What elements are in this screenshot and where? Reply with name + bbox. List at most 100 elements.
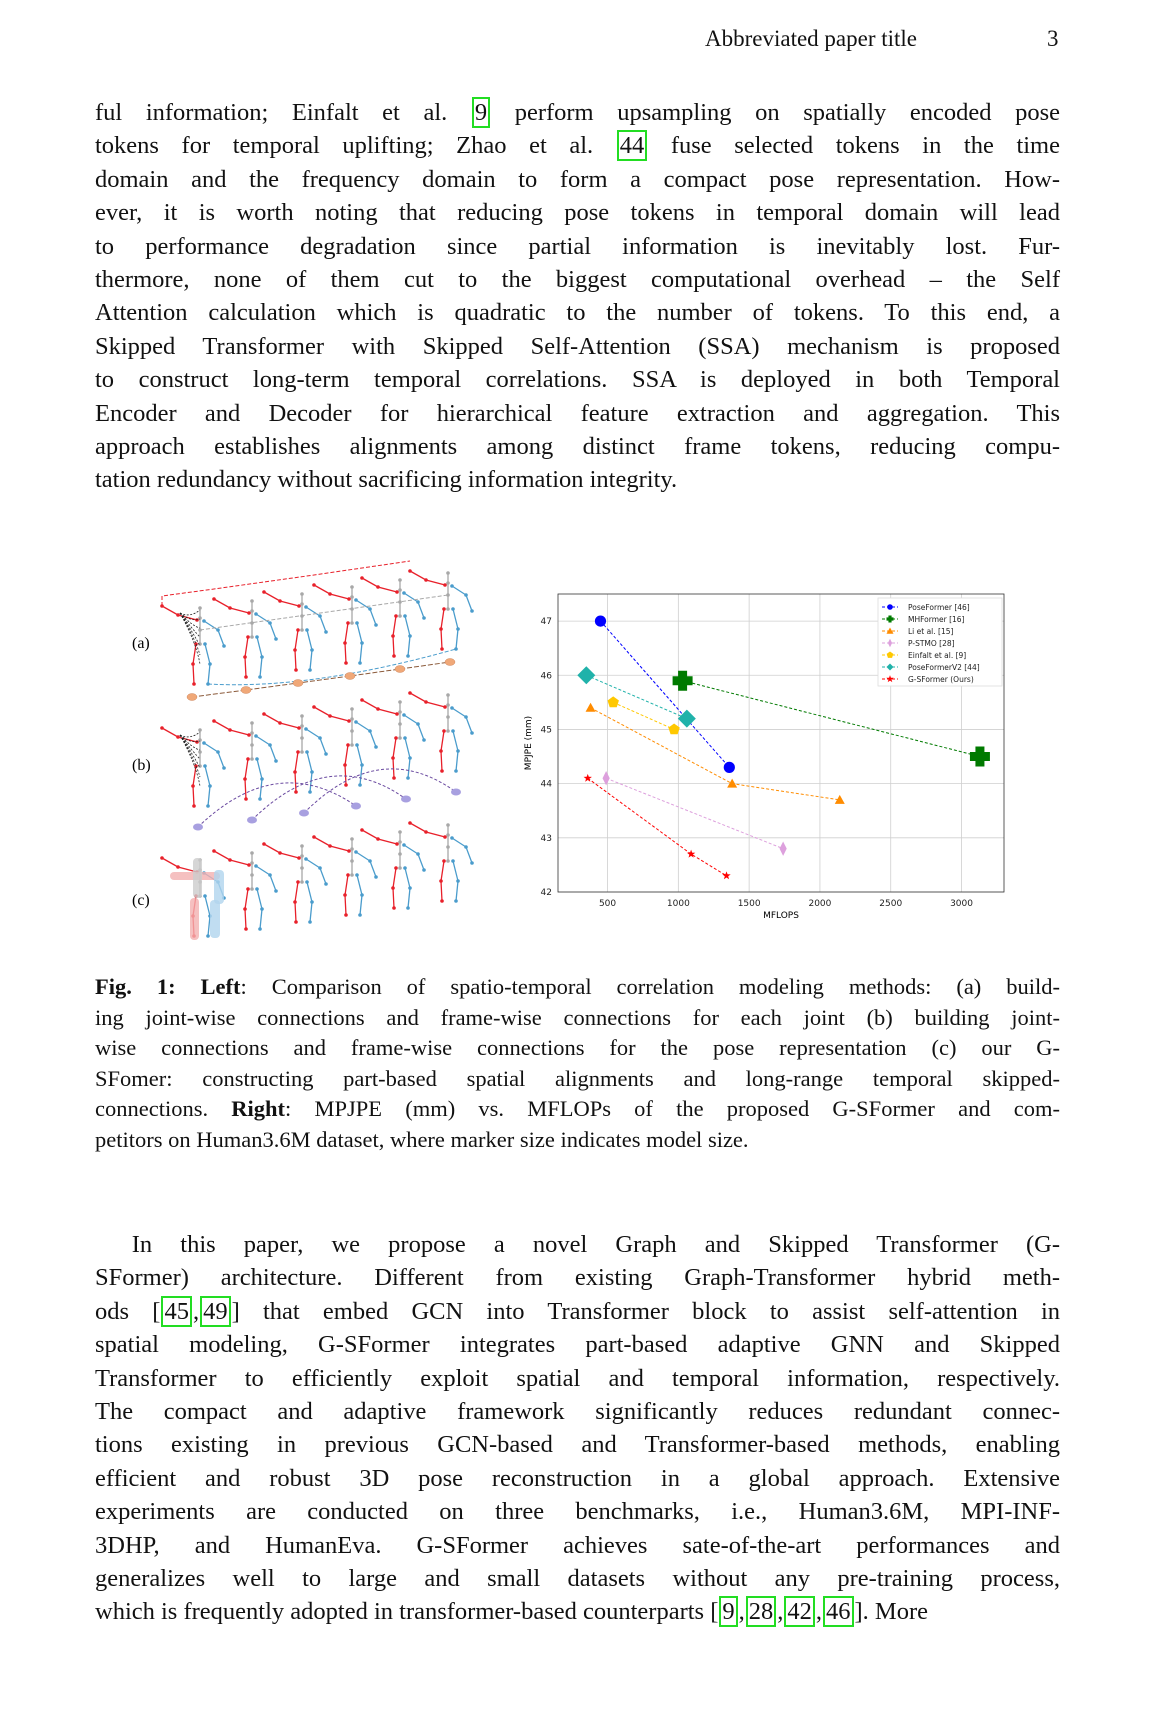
legend-label: G-SFormer (Ours): [908, 675, 974, 684]
joint: [350, 621, 354, 625]
text-line: ing joint-wise connections and frame-wis…: [95, 1003, 1060, 1033]
joint: [206, 682, 210, 686]
left-arm: [451, 837, 473, 864]
joint: [446, 581, 450, 585]
x-tick-label: 2500: [879, 899, 902, 909]
joint: [304, 857, 308, 861]
joint: [395, 842, 399, 846]
joint: [350, 859, 354, 863]
text-line: 3DHP, and HumanEva. G-SFormer achieves s…: [95, 1531, 1060, 1561]
y-tick-label: 44: [541, 780, 553, 790]
joint: [456, 749, 460, 753]
text-span: wise connections and frame-wise connecti…: [95, 1035, 1060, 1061]
citation-link[interactable]: 49: [200, 1295, 231, 1327]
joint: [310, 648, 314, 652]
text-span: to performance degradation since partial…: [95, 232, 1060, 260]
joint: [244, 797, 248, 801]
text-line: connections. Right: MPJPE (mm) vs. MFLOP…: [95, 1094, 1060, 1124]
joint-connection: [179, 734, 201, 743]
joint: [439, 627, 443, 631]
legend-label: PoseFormer [46]: [908, 603, 970, 612]
hand-temporal-link: [161, 560, 411, 606]
joint: [344, 913, 348, 917]
legend-label: PoseFormerV2 [44]: [908, 663, 980, 672]
joint: [212, 849, 216, 853]
citation-link[interactable]: 44: [616, 130, 648, 162]
joint: [250, 635, 254, 639]
joint: [250, 873, 254, 877]
joint: [346, 621, 350, 625]
joint: [360, 641, 364, 645]
joint: [268, 743, 272, 747]
left-arm: [305, 858, 327, 885]
correlation-diagram: (a) (b) (c): [132, 560, 474, 940]
y-axis-label: MPJPE (mm): [524, 716, 534, 770]
pose-token: [299, 809, 309, 817]
data-point: [672, 670, 693, 691]
body-part-highlight: [190, 898, 199, 940]
text-span: SFormer) architecture. Different from ex…: [95, 1264, 1060, 1292]
citation-link[interactable]: 46: [823, 1596, 854, 1628]
left-arm: [255, 865, 277, 892]
joint: [358, 783, 362, 787]
joint: [305, 750, 309, 754]
joint: [250, 887, 254, 891]
joint: [250, 743, 254, 747]
joint: [296, 628, 300, 632]
text-span: The compact and adaptive framework signi…: [95, 1398, 1060, 1425]
joint: [446, 703, 450, 707]
joint: [347, 849, 351, 853]
joint: [212, 719, 216, 723]
data-point: [668, 723, 680, 735]
panel-label: (c): [132, 892, 150, 909]
joint: [355, 743, 359, 747]
citation-link[interactable]: 9: [471, 97, 491, 128]
joint: [350, 847, 354, 851]
foot-temporal-link: [207, 648, 457, 686]
joint: [402, 591, 406, 595]
citation-link[interactable]: 28: [745, 1596, 777, 1628]
joint: [250, 851, 254, 855]
pose-token: [186, 693, 198, 701]
text-line: efficient and robust 3D pose reconstruct…: [95, 1464, 1060, 1494]
joint: [160, 726, 164, 730]
joint: [360, 828, 364, 832]
joint: [198, 728, 202, 732]
right-arm: [213, 850, 250, 866]
joint: [374, 623, 378, 627]
joint: [416, 600, 420, 604]
joint: [354, 850, 358, 854]
joint: [328, 714, 332, 718]
joint: [208, 662, 212, 666]
joint: [358, 913, 362, 917]
text-line: In this paper, we propose a novel Graph …: [95, 1230, 1060, 1260]
joint: [216, 628, 220, 632]
legend-marker: [887, 638, 893, 648]
joint: [446, 859, 450, 863]
joint: [394, 736, 398, 740]
joint: [246, 635, 250, 639]
data-point: [577, 666, 596, 685]
joint-connection: [179, 734, 201, 751]
joint: [255, 757, 259, 761]
joint: [202, 619, 206, 623]
legend-label: Li et al. [15]: [908, 627, 954, 636]
joint: [258, 675, 262, 679]
citation-link[interactable]: 9: [719, 1596, 738, 1628]
y-tick-label: 46: [541, 671, 553, 681]
joint: [274, 637, 278, 641]
joint: [300, 750, 304, 754]
joint: [440, 769, 444, 773]
joint: [198, 606, 202, 610]
text-line: Fig. 1: Left: Comparison of spatio-tempo…: [95, 972, 1060, 1002]
joint: [350, 595, 354, 599]
citation-link[interactable]: 42: [784, 1596, 815, 1628]
joint: [293, 648, 297, 652]
joint: [222, 766, 226, 770]
joint: [442, 607, 446, 611]
text-span: perform upsampling on spatially encoded …: [491, 99, 1060, 126]
citation-link[interactable]: 45: [161, 1295, 192, 1327]
text-span: : Comparison of spatio-temporal correlat…: [240, 974, 1061, 999]
text-span: tation redundancy without sacrificing in…: [95, 466, 678, 494]
left-arm: [305, 728, 327, 755]
